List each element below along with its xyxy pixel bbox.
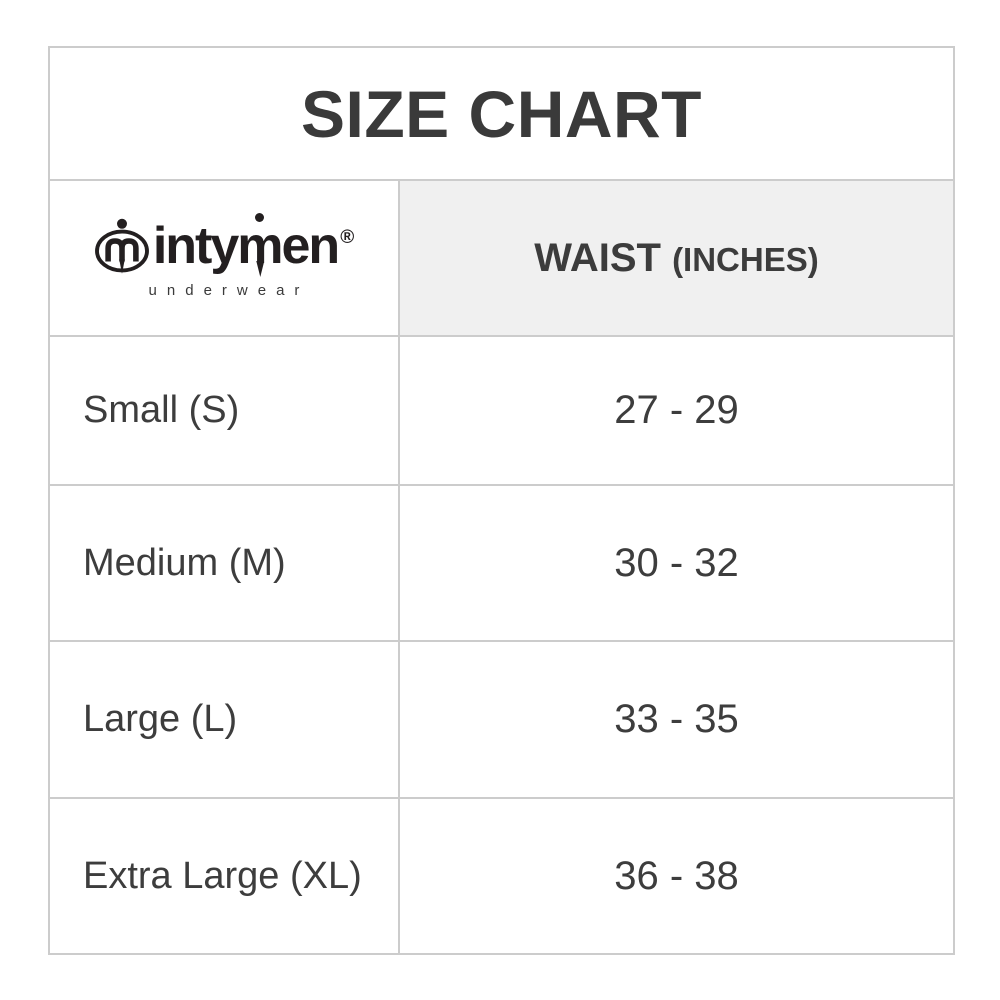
brand-subtext: underwear: [148, 282, 310, 299]
intymen-emblem-icon: [94, 218, 149, 274]
brand-wordmark-part1: inty: [152, 217, 239, 275]
brand-wordmark-part2: men: [237, 213, 340, 275]
brand-wordmark: intymen ®: [152, 213, 355, 275]
brand-logo-cell: intymen ® underwear: [48, 179, 400, 337]
size-label: Extra Large (XL): [48, 797, 400, 955]
waist-header-unit: (INCHES): [672, 240, 819, 278]
page-title: SIZE CHART: [301, 76, 702, 151]
table-row: Large (L) 33 - 35: [48, 640, 955, 799]
title-row: SIZE CHART: [48, 46, 955, 181]
table-row: Small (S) 27 - 29: [48, 335, 955, 486]
waist-value: 30 - 32: [398, 484, 955, 642]
waist-header-label: WAIST: [534, 235, 661, 280]
table-row: Medium (M) 30 - 32: [48, 484, 955, 642]
waist-column-header: WAIST (INCHES): [398, 179, 955, 337]
waist-value: 36 - 38: [398, 797, 955, 955]
waist-value: 33 - 35: [398, 640, 955, 799]
size-label: Medium (M): [48, 484, 400, 642]
header-row: intymen ® underwear WAIST (INCHES): [48, 179, 955, 337]
size-label: Small (S): [48, 335, 400, 486]
brand-logo: intymen ® underwear: [94, 213, 355, 299]
waist-value: 27 - 29: [398, 335, 955, 486]
size-chart-table: SIZE CHART intymen ® underwear WAIST (: [48, 46, 955, 955]
table-row: Extra Large (XL) 36 - 38: [48, 797, 955, 955]
size-label: Large (L): [48, 640, 400, 799]
registered-trademark-symbol: ®: [340, 227, 355, 248]
